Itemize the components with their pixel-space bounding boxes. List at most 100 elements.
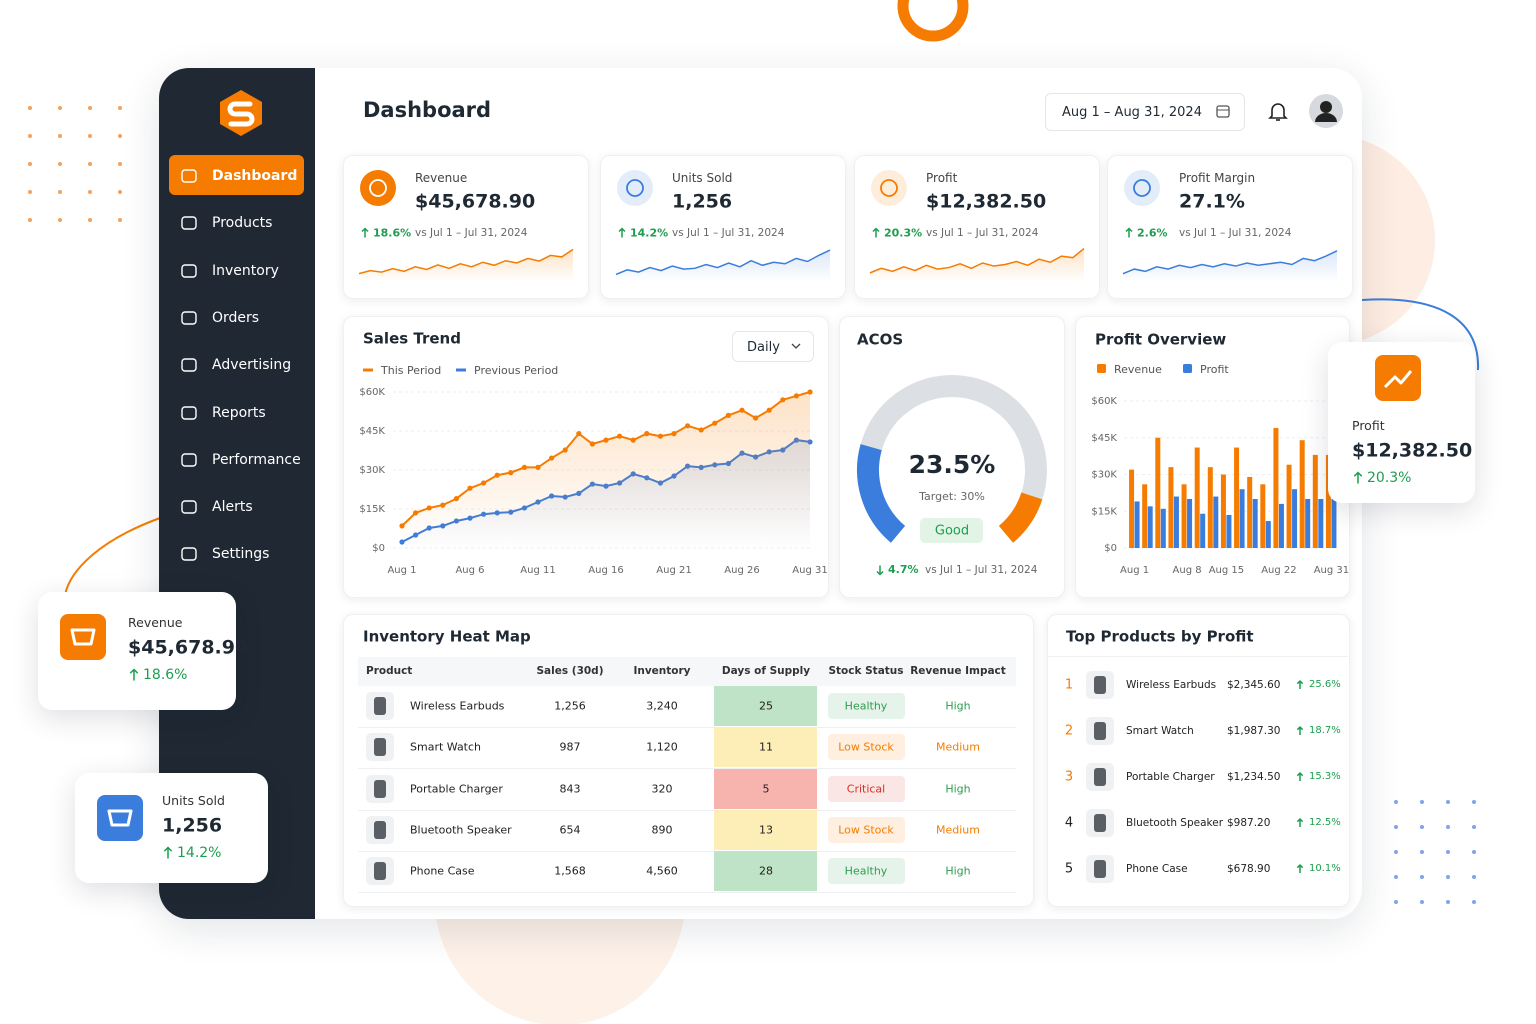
kpi-change: 18.6% bbox=[373, 226, 412, 240]
inventory: 4,560 bbox=[646, 864, 678, 878]
floating-card: Profit $12,382.50 20.3% bbox=[1328, 342, 1475, 503]
decor-dot bbox=[1394, 875, 1398, 879]
decor-dot bbox=[1394, 825, 1398, 829]
decor-dot bbox=[88, 190, 92, 194]
nav-item[interactable]: Settings bbox=[169, 536, 304, 572]
supply-cell bbox=[714, 809, 817, 850]
floating-value: $45,678.90 bbox=[128, 636, 249, 659]
nav-icon bbox=[181, 500, 197, 514]
date-range: Aug 1 – Aug 31, 2024 bbox=[1062, 105, 1202, 120]
arrow-up-icon bbox=[1353, 471, 1363, 484]
days-of-supply: 13 bbox=[759, 823, 773, 837]
nav-icon-shape bbox=[181, 358, 197, 372]
profit-overview-card bbox=[1075, 316, 1350, 598]
nav-icon bbox=[181, 169, 197, 183]
nav-active-bg bbox=[169, 155, 304, 195]
floating-icon bbox=[60, 614, 106, 660]
decor-dot bbox=[58, 106, 62, 110]
page-title: Dashboard bbox=[363, 98, 492, 122]
nav-label: Reports bbox=[212, 404, 266, 421]
decor-dot bbox=[28, 190, 32, 194]
decor-dot bbox=[1420, 900, 1424, 904]
nav-item[interactable]: Dashboard bbox=[169, 158, 304, 194]
supply-cell bbox=[714, 686, 817, 726]
inventory: 890 bbox=[651, 823, 673, 837]
supply-cell bbox=[714, 768, 817, 809]
decor-dot bbox=[1472, 850, 1476, 854]
table-row bbox=[358, 810, 1016, 852]
nav-label: Advertising bbox=[212, 357, 292, 374]
arrow-icon bbox=[129, 668, 139, 681]
nav-item[interactable]: Alerts bbox=[169, 489, 304, 525]
nav-label: Dashboard bbox=[212, 168, 298, 184]
kpi-value: 1,256 bbox=[672, 190, 733, 213]
nav-icon bbox=[181, 311, 197, 325]
product-change: 10.1% bbox=[1309, 863, 1341, 874]
product-name: Bluetooth Speaker bbox=[410, 823, 512, 837]
decor-dot bbox=[1394, 800, 1398, 804]
kpi-compare: vs Jul 1 – Jul 31, 2024 bbox=[672, 226, 785, 239]
period-label: Daily bbox=[747, 340, 780, 355]
user-avatar[interactable] bbox=[1308, 93, 1344, 129]
kpi-compare: vs Jul 1 – Jul 31, 2024 bbox=[415, 226, 528, 239]
nav-item[interactable]: Inventory bbox=[169, 253, 304, 289]
nav-item[interactable]: Orders bbox=[169, 300, 304, 336]
stock-status: Low Stock bbox=[838, 740, 894, 754]
list-title: Top Products by Profit bbox=[1066, 627, 1254, 646]
nav-icon-shape bbox=[181, 169, 197, 183]
floating-change: 20.3% bbox=[1367, 470, 1412, 486]
arrow-shape bbox=[163, 846, 173, 859]
product-name: Phone Case bbox=[1126, 862, 1188, 875]
decor-dot bbox=[1420, 875, 1424, 879]
nav-item[interactable]: Products bbox=[169, 205, 304, 241]
kpi-label: Profit Margin bbox=[1179, 171, 1256, 185]
sales: 843 bbox=[559, 782, 581, 796]
status-pill bbox=[828, 734, 905, 761]
stock-status: Low Stock bbox=[838, 823, 894, 837]
decor-dot bbox=[58, 190, 62, 194]
nav-label: Alerts bbox=[212, 499, 253, 516]
status-pill bbox=[828, 816, 905, 843]
nav-icon-shape bbox=[181, 311, 197, 325]
arrow-up-icon bbox=[129, 668, 139, 681]
product-thumb-shape bbox=[374, 738, 386, 757]
decor-dot bbox=[1446, 825, 1450, 829]
kpi-value: $12,382.50 bbox=[926, 190, 1047, 213]
notifications-button[interactable] bbox=[1266, 99, 1290, 123]
floating-label: Units Sold bbox=[162, 792, 225, 808]
table-row bbox=[358, 727, 1016, 770]
product-change: 12.5% bbox=[1309, 817, 1341, 828]
product-name: Portable Charger bbox=[410, 782, 503, 796]
table-row bbox=[358, 851, 1016, 894]
table-row bbox=[358, 686, 1016, 728]
date-picker[interactable]: Aug 1 – Aug 31, 2024 bbox=[1045, 93, 1245, 131]
nav-item[interactable]: Performance bbox=[169, 442, 304, 478]
decor-dot bbox=[118, 218, 122, 222]
nav-icon bbox=[181, 453, 197, 467]
product-name: Smart Watch bbox=[410, 740, 482, 754]
product-name: Bluetooth Speaker bbox=[1126, 816, 1224, 829]
column-header: Product bbox=[366, 664, 413, 677]
acos-card bbox=[839, 316, 1065, 598]
nav-icon-shape bbox=[181, 547, 197, 562]
supply-cell bbox=[714, 727, 817, 768]
revenue-impact: Medium bbox=[936, 740, 980, 754]
kpi-label: Revenue bbox=[415, 171, 468, 185]
period-select[interactable]: Daily bbox=[732, 331, 814, 362]
kpi-compare: vs Jul 1 – Jul 31, 2024 bbox=[1179, 226, 1292, 239]
product-thumb-shape bbox=[374, 779, 386, 798]
nav-item[interactable]: Advertising bbox=[169, 347, 304, 383]
decor-dot bbox=[28, 106, 32, 110]
nav-label: Settings bbox=[212, 546, 270, 563]
icon-glyph bbox=[107, 809, 133, 827]
product-thumb-shape bbox=[374, 820, 386, 839]
nav-icon bbox=[181, 405, 197, 420]
floating-card: Units Sold 1,256 14.2% bbox=[75, 773, 268, 883]
divider bbox=[1048, 656, 1348, 657]
table-header-bg bbox=[358, 657, 1016, 686]
nav-label: Performance bbox=[212, 451, 301, 468]
decor-dot bbox=[118, 134, 122, 138]
stock-status: Critical bbox=[846, 782, 886, 796]
nav-item[interactable]: Reports bbox=[169, 395, 304, 431]
decor-dot bbox=[88, 218, 92, 222]
